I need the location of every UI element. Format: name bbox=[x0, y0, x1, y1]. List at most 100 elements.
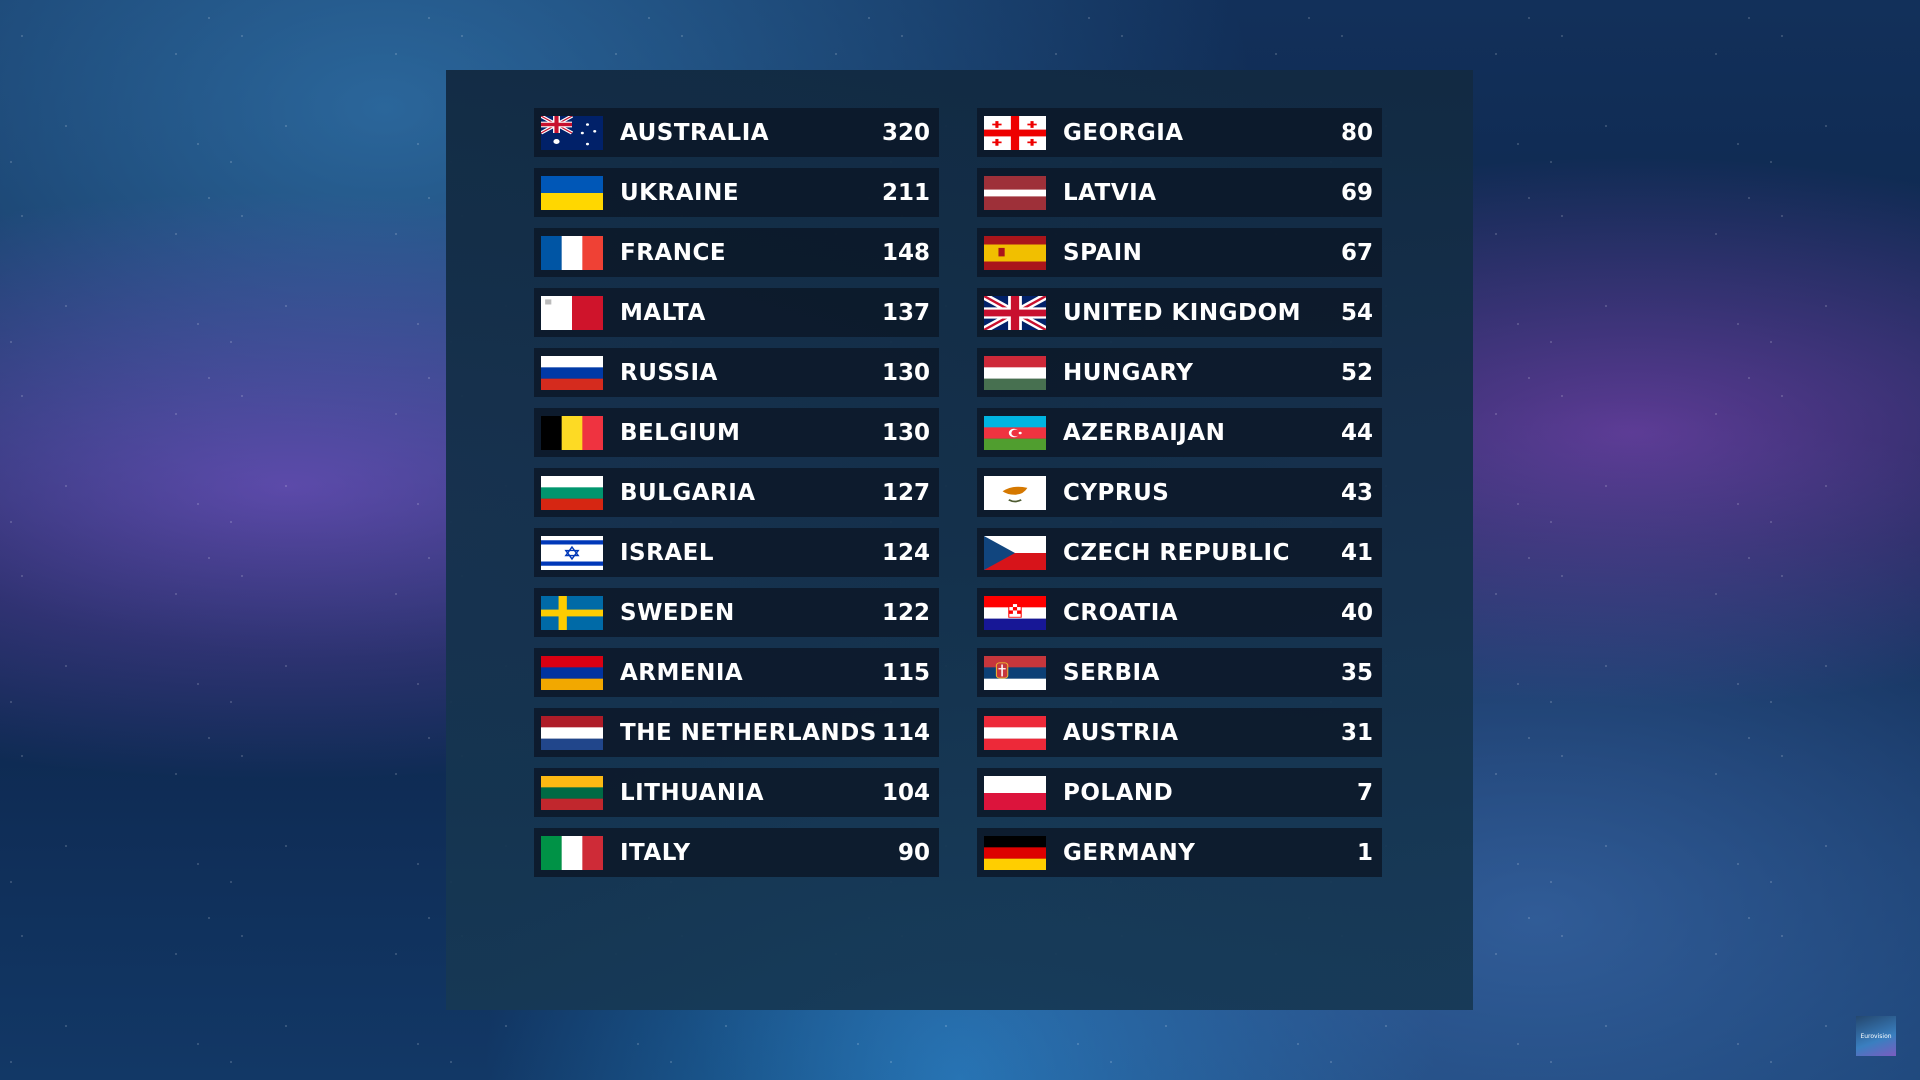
country-points: 104 bbox=[881, 779, 930, 806]
country-points: 35 bbox=[1340, 659, 1373, 686]
country-name: CYPRUS bbox=[1063, 479, 1170, 506]
country-points: 122 bbox=[881, 599, 930, 626]
ukraine-flag-icon bbox=[541, 176, 603, 210]
country-name: BULGARIA bbox=[620, 479, 756, 506]
scoreboard-row: SERBIA 35 bbox=[977, 648, 1382, 697]
country-points: 31 bbox=[1340, 719, 1373, 746]
country-name: RUSSIA bbox=[620, 359, 718, 386]
russia-flag-icon bbox=[541, 356, 603, 390]
spain-flag-icon bbox=[984, 236, 1046, 270]
germany-flag-icon bbox=[984, 836, 1046, 870]
scoreboard-row: CROATIA 40 bbox=[977, 588, 1382, 637]
country-name: CZECH REPUBLIC bbox=[1063, 539, 1290, 566]
scoreboard-row: ITALY 90 bbox=[534, 828, 939, 877]
country-name: UNITED KINGDOM bbox=[1063, 299, 1302, 326]
country-points: 67 bbox=[1340, 239, 1373, 266]
country-name: BELGIUM bbox=[620, 419, 741, 446]
country-name: AZERBAIJAN bbox=[1063, 419, 1226, 446]
latvia-flag-icon bbox=[984, 176, 1046, 210]
country-points: 54 bbox=[1340, 299, 1373, 326]
scoreboard-row: ISRAEL 124 bbox=[534, 528, 939, 577]
scoreboard-row: LITHUANIA 104 bbox=[534, 768, 939, 817]
country-points: 114 bbox=[881, 719, 930, 746]
country-name: ITALY bbox=[620, 839, 691, 866]
netherlands-flag-icon bbox=[541, 716, 603, 750]
scoreboard-row: GEORGIA 80 bbox=[977, 108, 1382, 157]
scoreboard-row: BELGIUM 130 bbox=[534, 408, 939, 457]
croatia-flag-icon bbox=[984, 596, 1046, 630]
country-points: 40 bbox=[1340, 599, 1373, 626]
country-points: 69 bbox=[1340, 179, 1373, 206]
scoreboard-row: THE NETHERLANDS 114 bbox=[534, 708, 939, 757]
scoreboard-row: UNITED KINGDOM 54 bbox=[977, 288, 1382, 337]
country-points: 1 bbox=[1356, 839, 1373, 866]
malta-flag-icon bbox=[541, 296, 603, 330]
scoreboard-column-right: GEORGIA 80 LATVIA 69 SPAIN 67 UNITED KIN… bbox=[977, 108, 1382, 888]
country-name: SERBIA bbox=[1063, 659, 1160, 686]
czech-republic-flag-icon bbox=[984, 536, 1046, 570]
scoreboard-row: UKRAINE 211 bbox=[534, 168, 939, 217]
country-points: 127 bbox=[881, 479, 930, 506]
country-points: 52 bbox=[1340, 359, 1373, 386]
country-points: 137 bbox=[881, 299, 930, 326]
country-name: SPAIN bbox=[1063, 239, 1143, 266]
country-name: GEORGIA bbox=[1063, 119, 1184, 146]
scoreboard-row: HUNGARY 52 bbox=[977, 348, 1382, 397]
country-points: 211 bbox=[881, 179, 930, 206]
scoreboard-row: MALTA 137 bbox=[534, 288, 939, 337]
scoreboard-row: CYPRUS 43 bbox=[977, 468, 1382, 517]
israel-flag-icon bbox=[541, 536, 603, 570]
scoreboard-row: POLAND 7 bbox=[977, 768, 1382, 817]
scoreboard-panel: AUSTRALIA 320 UKRAINE 211 FRANCE 148 MAL… bbox=[446, 70, 1473, 1010]
country-name: AUSTRIA bbox=[1063, 719, 1179, 746]
italy-flag-icon bbox=[541, 836, 603, 870]
armenia-flag-icon bbox=[541, 656, 603, 690]
country-name: FRANCE bbox=[620, 239, 727, 266]
france-flag-icon bbox=[541, 236, 603, 270]
azerbaijan-flag-icon bbox=[984, 416, 1046, 450]
country-name: CROATIA bbox=[1063, 599, 1179, 626]
country-name: ARMENIA bbox=[620, 659, 744, 686]
country-name: AUSTRALIA bbox=[620, 119, 770, 146]
sweden-flag-icon bbox=[541, 596, 603, 630]
logo-text: Eurovision bbox=[1860, 1032, 1892, 1040]
scoreboard-row: AZERBAIJAN 44 bbox=[977, 408, 1382, 457]
scoreboard-row: AUSTRALIA 320 bbox=[534, 108, 939, 157]
scoreboard-row: SWEDEN 122 bbox=[534, 588, 939, 637]
country-name: SWEDEN bbox=[620, 599, 735, 626]
country-points: 148 bbox=[881, 239, 930, 266]
hungary-flag-icon bbox=[984, 356, 1046, 390]
lithuania-flag-icon bbox=[541, 776, 603, 810]
scoreboard-row: BULGARIA 127 bbox=[534, 468, 939, 517]
country-name: LITHUANIA bbox=[620, 779, 765, 806]
country-points: 7 bbox=[1356, 779, 1373, 806]
country-points: 124 bbox=[881, 539, 930, 566]
scoreboard-row: CZECH REPUBLIC 41 bbox=[977, 528, 1382, 577]
country-name: LATVIA bbox=[1063, 179, 1157, 206]
austria-flag-icon bbox=[984, 716, 1046, 750]
georgia-flag-icon bbox=[984, 116, 1046, 150]
bulgaria-flag-icon bbox=[541, 476, 603, 510]
country-name: UKRAINE bbox=[620, 179, 740, 206]
country-points: 130 bbox=[881, 359, 930, 386]
country-points: 44 bbox=[1340, 419, 1373, 446]
scoreboard-row: FRANCE 148 bbox=[534, 228, 939, 277]
country-name: THE NETHERLANDS bbox=[620, 719, 877, 746]
country-name: GERMANY bbox=[1063, 839, 1196, 866]
serbia-flag-icon bbox=[984, 656, 1046, 690]
scoreboard-row: ARMENIA 115 bbox=[534, 648, 939, 697]
cyprus-flag-icon bbox=[984, 476, 1046, 510]
scoreboard-row: GERMANY 1 bbox=[977, 828, 1382, 877]
country-points: 43 bbox=[1340, 479, 1373, 506]
country-points: 115 bbox=[881, 659, 930, 686]
country-points: 41 bbox=[1340, 539, 1373, 566]
eurovision-logo: Eurovision bbox=[1856, 1016, 1896, 1056]
united-kingdom-flag-icon bbox=[984, 296, 1046, 330]
country-points: 130 bbox=[881, 419, 930, 446]
country-name: MALTA bbox=[620, 299, 706, 326]
scoreboard-row: RUSSIA 130 bbox=[534, 348, 939, 397]
country-points: 80 bbox=[1340, 119, 1373, 146]
country-points: 90 bbox=[897, 839, 930, 866]
country-name: ISRAEL bbox=[620, 539, 715, 566]
scoreboard-row: AUSTRIA 31 bbox=[977, 708, 1382, 757]
